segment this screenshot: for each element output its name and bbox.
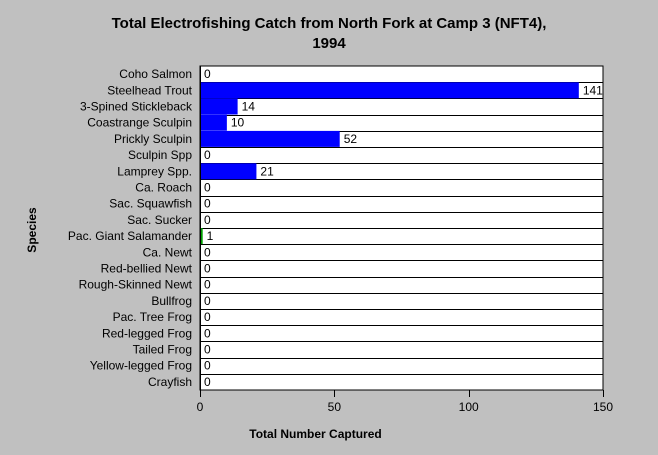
data-label: 10: [231, 116, 245, 130]
category-labels: Coho Salmon Steelhead Trout 3-Spined Stick…: [68, 67, 193, 389]
bar: [200, 98, 238, 115]
data-label: 0: [204, 310, 211, 324]
category-label: Steelhead Trout: [107, 83, 192, 97]
x-tick-label: 100: [459, 400, 479, 414]
category-label: Pac. Tree Frog: [113, 310, 192, 324]
category-label: Red-legged Frog: [102, 326, 192, 340]
chart-title-line-1: Total Electrofishing Catch from North Fo…: [111, 15, 547, 32]
data-label: 0: [204, 245, 211, 259]
category-label: Sac. Squawfish: [109, 197, 192, 211]
data-label: 21: [260, 164, 274, 178]
bar: [200, 228, 203, 245]
category-label: Sculpin Spp: [128, 148, 192, 162]
category-label: Ca. Newt: [143, 245, 193, 259]
category-label: Crayfish: [148, 375, 192, 389]
category-label: Lamprey Spp.: [117, 164, 192, 178]
chart-title-line-2: 1994: [312, 35, 346, 52]
bars: [200, 82, 579, 245]
category-label: Ca. Roach: [135, 181, 192, 195]
data-label: 0: [204, 67, 211, 81]
bar: [200, 130, 340, 147]
bar: [200, 82, 579, 99]
category-label: Red-bellied Newt: [101, 262, 193, 276]
chart-title: Total Electrofishing Catch from North Fo…: [0, 14, 658, 54]
category-label: Bullfrog: [151, 294, 192, 308]
data-label: 14: [242, 100, 256, 114]
data-label: 0: [204, 213, 211, 227]
category-label: Tailed Frog: [133, 343, 192, 357]
data-label: 0: [204, 326, 211, 340]
x-axis-title: Total Number Captured: [249, 427, 381, 441]
category-label: Rough-Skinned Newt: [79, 278, 193, 292]
x-axis-ticks: 0 50 100 150: [197, 390, 613, 414]
category-label: 3-Spined Stickleback: [80, 100, 193, 114]
category-label: Coho Salmon: [119, 67, 192, 81]
category-label: Pac. Giant Salamander: [68, 229, 192, 243]
data-label: 0: [204, 148, 211, 162]
y-axis-title: Species: [25, 207, 39, 253]
data-label: 0: [204, 343, 211, 357]
bar: [200, 163, 257, 180]
data-label: 52: [344, 132, 358, 146]
data-label: 141: [583, 83, 603, 97]
x-tick-label: 150: [593, 400, 613, 414]
data-label: 0: [204, 197, 211, 211]
category-label: Prickly Sculpin: [114, 132, 192, 146]
data-label: 0: [204, 294, 211, 308]
data-label: 0: [204, 359, 211, 373]
x-tick-label: 0: [197, 400, 204, 414]
category-label: Sac. Sucker: [127, 213, 192, 227]
category-label: Yellow-legged Frog: [90, 359, 192, 373]
bar: [200, 114, 227, 131]
grid-lines: [200, 82, 603, 375]
category-label: Coastrange Sculpin: [87, 116, 192, 130]
data-label: 0: [204, 278, 211, 292]
data-label: 1: [207, 229, 214, 243]
data-label: 0: [204, 262, 211, 276]
data-label: 0: [204, 181, 211, 195]
data-label: 0: [204, 375, 211, 389]
x-tick-label: 50: [328, 400, 342, 414]
